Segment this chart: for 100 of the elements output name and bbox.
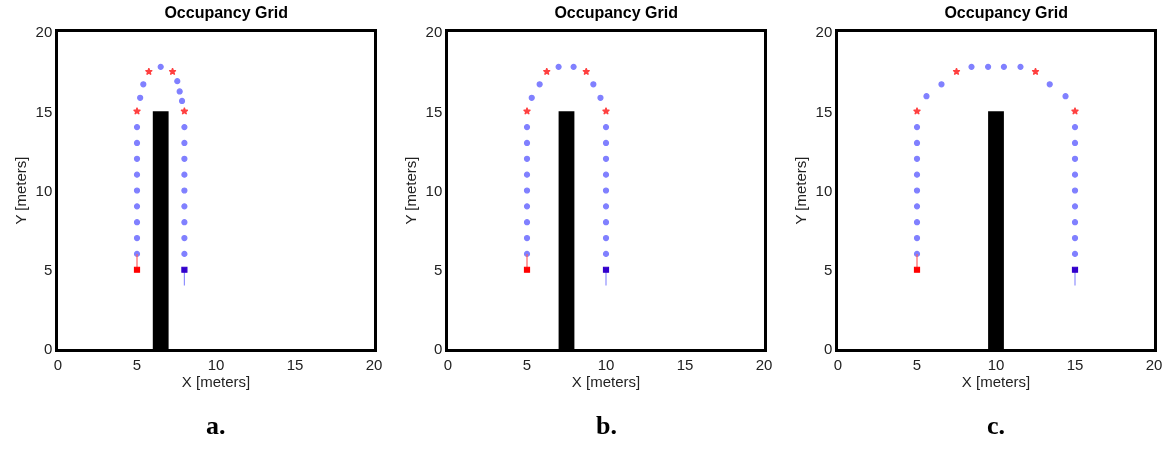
- point: [1071, 139, 1079, 147]
- x-tick-label: 5: [132, 355, 142, 373]
- point: [1071, 266, 1079, 273]
- x-tick-label: 15: [286, 355, 304, 373]
- x-axis-title: X [meters]: [571, 372, 641, 390]
- text: a.: [206, 411, 226, 440]
- point: [582, 67, 591, 76]
- point: [133, 171, 141, 178]
- x-tick-label: 10: [207, 355, 225, 373]
- point: [913, 187, 921, 194]
- point: [923, 93, 930, 100]
- point: [133, 139, 141, 147]
- text: c.: [987, 411, 1006, 440]
- point: [602, 266, 610, 273]
- point: [938, 81, 945, 88]
- point: [133, 124, 141, 131]
- x-tick-label: 20: [1145, 355, 1163, 373]
- y-tick-label: 15: [35, 102, 53, 120]
- y-tick-label: 0: [823, 340, 833, 358]
- point: [1071, 250, 1079, 257]
- x-tick-label: 15: [676, 355, 694, 373]
- point: [913, 155, 921, 162]
- point: [523, 107, 531, 115]
- point: [913, 203, 921, 210]
- point: [178, 97, 186, 105]
- point: [176, 88, 183, 95]
- point: [181, 219, 188, 226]
- point: [181, 266, 188, 273]
- y-tick-label: 15: [425, 102, 443, 120]
- point: [602, 107, 610, 115]
- point: [602, 187, 610, 194]
- point: [597, 94, 604, 101]
- point: [1071, 155, 1079, 162]
- point: [180, 107, 189, 115]
- point: [523, 171, 531, 178]
- y-tick-label: 0: [43, 340, 53, 358]
- point: [133, 187, 141, 194]
- x-tick-label: 10: [987, 355, 1005, 373]
- point: [157, 63, 164, 70]
- point: [1062, 93, 1069, 100]
- point: [1071, 187, 1079, 194]
- y-tick-label: 20: [35, 23, 53, 41]
- chart-title: Occupancy Grid: [944, 4, 1068, 22]
- y-axis-title: Y [meters]: [791, 156, 809, 225]
- x-tick-label: 15: [1066, 355, 1084, 373]
- point: [523, 124, 531, 131]
- y-axis-title: Y [meters]: [11, 156, 29, 225]
- point: [602, 171, 610, 178]
- point: [602, 139, 610, 147]
- y-tick-label: 5: [823, 261, 833, 278]
- y-tick-label: 20: [425, 23, 443, 41]
- x-tick-label: 5: [522, 355, 532, 373]
- point: [1071, 219, 1079, 226]
- point: [174, 78, 181, 85]
- point: [523, 155, 531, 162]
- point: [181, 234, 188, 242]
- x-axis-title: X [meters]: [961, 372, 1031, 390]
- point: [523, 139, 531, 147]
- point: [1031, 67, 1040, 76]
- point: [181, 171, 188, 178]
- point: [181, 139, 188, 147]
- point: [133, 219, 141, 226]
- point: [602, 234, 610, 242]
- point: [133, 234, 141, 242]
- point: [542, 67, 551, 76]
- point: [913, 107, 921, 115]
- x-tick-label: 20: [365, 355, 383, 373]
- point: [181, 250, 188, 257]
- point: [181, 203, 188, 210]
- point: [602, 155, 610, 162]
- y-tick-label: 20: [815, 23, 833, 41]
- point: [913, 234, 921, 242]
- point: [536, 81, 543, 88]
- point: [144, 67, 153, 76]
- point: [590, 81, 597, 88]
- y-tick-label: 10: [35, 181, 53, 199]
- point: [133, 250, 141, 257]
- point: [1000, 63, 1007, 70]
- x-tick-label: 5: [912, 355, 922, 373]
- point: [133, 203, 141, 210]
- point: [602, 124, 610, 131]
- point: [523, 219, 531, 226]
- point: [523, 266, 531, 273]
- x-tick-label: 20: [755, 355, 773, 373]
- y-tick-label: 10: [425, 181, 443, 199]
- point: [1071, 124, 1079, 131]
- point: [602, 250, 610, 257]
- point: [952, 67, 961, 76]
- point: [570, 63, 577, 70]
- point: [985, 63, 992, 70]
- point: [1046, 81, 1053, 88]
- point: [523, 250, 531, 257]
- point: [181, 187, 188, 194]
- y-tick-label: 10: [815, 181, 833, 199]
- point: [1071, 234, 1079, 242]
- point: [137, 94, 144, 101]
- point: [1071, 107, 1079, 115]
- y-tick-label: 0: [433, 340, 443, 358]
- point: [913, 250, 921, 257]
- chart-title: Occupancy Grid: [164, 4, 288, 22]
